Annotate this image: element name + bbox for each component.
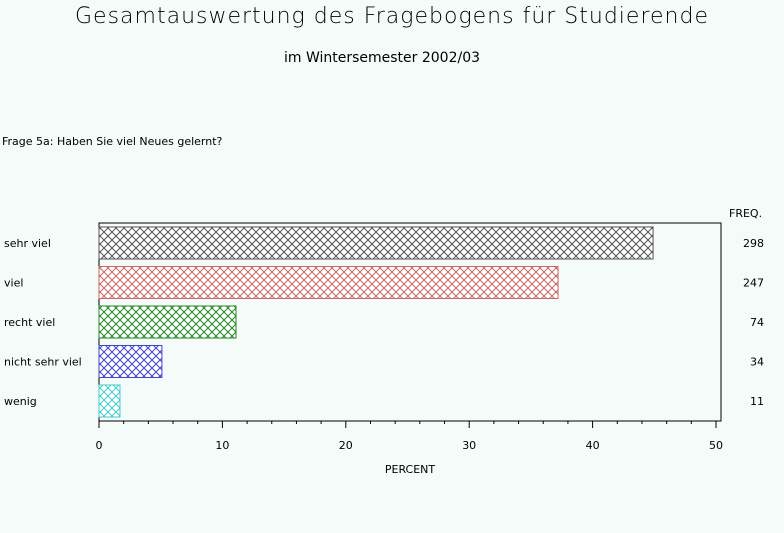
page-subtitle: im Wintersemester 2002/03 <box>283 50 481 66</box>
page-title: Gesamtauswertung des Fragebogens für Stu… <box>75 4 709 29</box>
category-label: viel <box>4 277 23 290</box>
question-label: Frage 5a: Haben Sie viel Neues gelernt? <box>2 135 223 148</box>
bar-2 <box>98 305 237 339</box>
x-tick-label: 10 <box>215 439 229 452</box>
bar-0 <box>98 226 654 260</box>
x-tick-label: 30 <box>462 439 476 452</box>
x-tick-label: 50 <box>709 439 723 452</box>
category-label: sehr viel <box>4 237 51 250</box>
category-label: wenig <box>4 395 37 408</box>
freq-value: 11 <box>750 395 764 408</box>
bar-4 <box>98 384 121 418</box>
freq-header: FREQ. <box>729 207 763 220</box>
category-label: recht viel <box>4 316 55 329</box>
freq-value: 34 <box>750 356 764 369</box>
x-tick-label: 0 <box>96 439 103 452</box>
category-label: nicht sehr viel <box>4 356 82 369</box>
x-tick-label: 20 <box>339 439 353 452</box>
freq-value: 298 <box>743 237 764 250</box>
freq-value: 247 <box>743 277 764 290</box>
bar-1 <box>98 266 559 299</box>
freq-value: 74 <box>750 316 764 329</box>
x-tick-label: 40 <box>586 439 600 452</box>
bar-3 <box>98 345 163 378</box>
x-axis-label: PERCENT <box>384 463 436 476</box>
